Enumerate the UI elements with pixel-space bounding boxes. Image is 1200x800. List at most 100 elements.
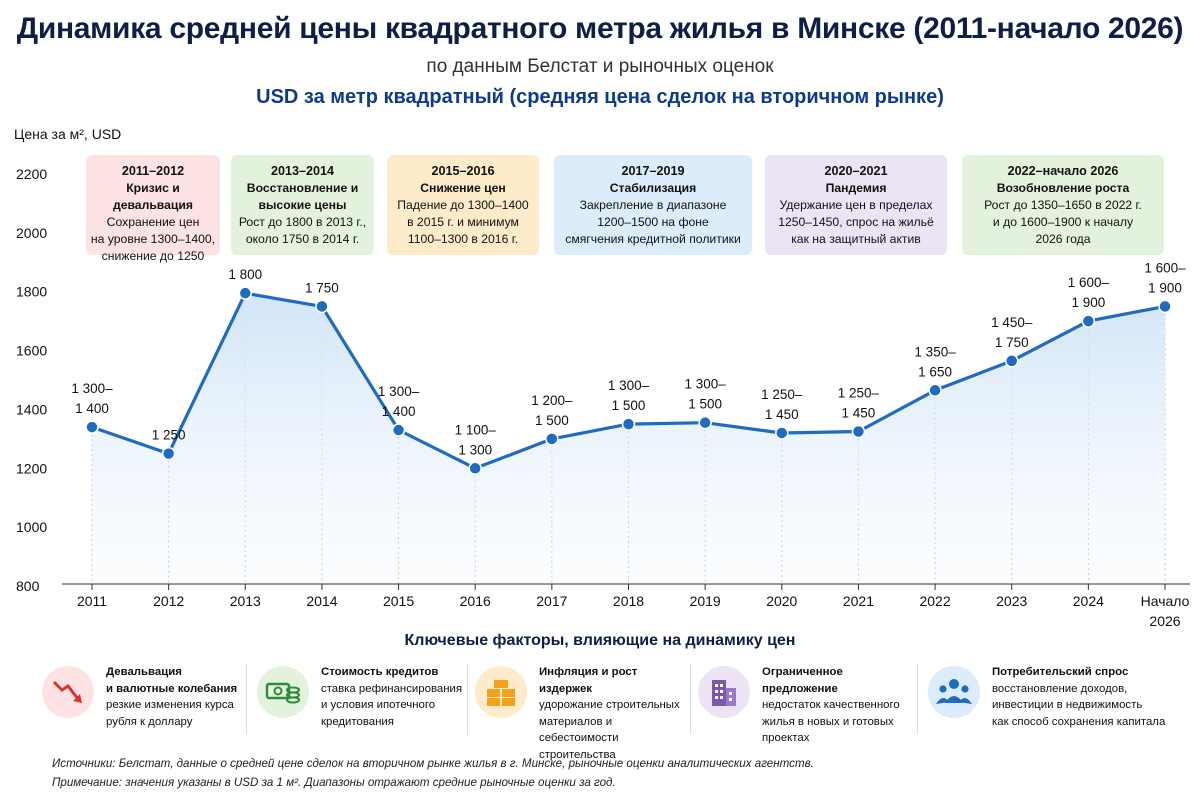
y-tick-label: 2200 bbox=[16, 166, 47, 182]
x-tick-label: 2026 bbox=[1149, 613, 1180, 629]
factor-desc-line: резкие изменения курса bbox=[106, 699, 234, 712]
money-stack-icon bbox=[257, 666, 309, 718]
footnotes: Источники: Белстат, данные о средней цен… bbox=[52, 754, 814, 792]
bricks-icon bbox=[475, 666, 527, 718]
data-label: 1 100– bbox=[455, 422, 497, 437]
data-point bbox=[391, 423, 406, 437]
factor-title: Ограниченное предложение bbox=[762, 666, 843, 695]
data-point bbox=[928, 383, 942, 398]
factor-divider bbox=[246, 664, 247, 734]
factor-title: Инфляция и рост издержек bbox=[539, 666, 638, 695]
data-point bbox=[468, 461, 482, 476]
x-tick-label: Начало bbox=[1141, 593, 1190, 609]
factor-desc-line: ставка рефинансирования bbox=[321, 682, 463, 695]
x-tick-label: 2013 bbox=[230, 593, 261, 609]
x-tick-label: 2011 bbox=[77, 593, 107, 609]
factor-consumer-demand: Потребительский спрос восстановление дох… bbox=[928, 662, 1178, 740]
note-text: значения указаны в USD за 1 м². Диапазон… bbox=[122, 776, 616, 790]
x-tick-label: 2014 bbox=[306, 593, 337, 609]
factor-devaluation: Девальвация и валютные колебания резкие … bbox=[42, 662, 247, 740]
data-label: 1 600– bbox=[1144, 260, 1186, 275]
data-point bbox=[1158, 299, 1172, 314]
factor-desc-line: рубля к доллару bbox=[106, 715, 193, 728]
sources-note: Источники: Белстат, данные о средней цен… bbox=[52, 754, 814, 773]
data-label: 1 450– bbox=[991, 315, 1033, 330]
data-label: 1 400 bbox=[382, 404, 416, 419]
area-fill bbox=[92, 293, 1165, 586]
data-label: 1 300– bbox=[684, 377, 726, 392]
y-tick-label: 1600 bbox=[16, 343, 47, 359]
factor-inflation: Инфляция и рост издержек удорожание стро… bbox=[475, 662, 693, 761]
data-point bbox=[315, 299, 329, 314]
factor-desc-line: удорожание строительных bbox=[539, 699, 680, 712]
factor-desc-line: как способ сохранения капитала bbox=[992, 715, 1166, 728]
factor-title: и валютные колебания bbox=[106, 682, 238, 695]
data-label: 1 600– bbox=[1068, 275, 1110, 290]
factor-desc-line: материалов и себестоимости bbox=[539, 715, 619, 745]
factor-desc-line: инвестиции в недвижимость bbox=[992, 699, 1143, 712]
x-tick-label: 2022 bbox=[919, 593, 950, 609]
sources-label: Источники: bbox=[52, 757, 116, 770]
factor-desc-line: и условия ипотечного bbox=[321, 699, 436, 712]
factor-limited-supply: Ограниченное предложение недостаток каче… bbox=[698, 662, 918, 744]
data-label: 1 250 bbox=[152, 428, 186, 443]
data-point bbox=[238, 286, 253, 300]
data-point bbox=[161, 446, 176, 461]
factor-title: Потребительский спрос bbox=[992, 666, 1129, 678]
building-icon bbox=[698, 666, 750, 718]
data-label: 1 900 bbox=[1148, 280, 1182, 295]
data-point bbox=[85, 420, 99, 434]
y-tick-label: 1800 bbox=[16, 284, 47, 300]
data-label: 1 400 bbox=[75, 401, 109, 416]
x-tick-label: 2020 bbox=[766, 593, 797, 609]
factor-divider bbox=[690, 664, 691, 734]
factor-desc-line: кредитования bbox=[321, 715, 394, 728]
x-tick-label: 2015 bbox=[383, 593, 414, 609]
factor-divider bbox=[917, 664, 918, 734]
data-label: 1 450 bbox=[842, 406, 876, 421]
x-tick-label: 2019 bbox=[690, 593, 721, 609]
data-label: 1 300– bbox=[378, 384, 420, 399]
chart-subtitle: по данным Белстат и рыночных оценок bbox=[426, 56, 774, 77]
factor-title: Девальвация bbox=[106, 666, 182, 678]
data-label: 1 250– bbox=[838, 386, 880, 401]
data-label: 1 750 bbox=[305, 280, 339, 295]
data-label: 1 650 bbox=[918, 364, 952, 379]
chart-title: Динамика средней цены квадратного метра … bbox=[16, 12, 1184, 45]
factor-title: Стоимость кредитов bbox=[321, 666, 439, 678]
data-point bbox=[621, 417, 636, 431]
x-tick-label: 2023 bbox=[996, 593, 1027, 609]
data-point bbox=[1081, 314, 1096, 328]
sources-text: Белстат, данные о средней цене сделок на… bbox=[115, 757, 814, 770]
x-tick-label: 2016 bbox=[460, 593, 491, 609]
x-tick-label: 2021 bbox=[843, 593, 874, 609]
data-point bbox=[1004, 354, 1019, 368]
y-axis-label: Цена за м², USD bbox=[14, 126, 121, 142]
data-label: 1 300– bbox=[71, 381, 113, 396]
data-point bbox=[851, 424, 866, 439]
note-label: Примечание: bbox=[52, 776, 122, 790]
data-label: 1 350– bbox=[914, 344, 956, 359]
factor-credit-cost: Стоимость кредитов ставка рефинансирован… bbox=[257, 662, 472, 740]
y-tick-label: 1000 bbox=[16, 519, 47, 535]
values-note: Примечание: значения указаны в USD за 1 … bbox=[52, 773, 814, 792]
data-label: 1 200– bbox=[531, 393, 573, 408]
data-label: 1 500 bbox=[612, 398, 646, 413]
factor-desc-line: строительства bbox=[539, 748, 616, 761]
x-tick-label: 2017 bbox=[536, 593, 567, 609]
factor-divider bbox=[467, 664, 468, 734]
data-label: 1 300 bbox=[458, 442, 492, 457]
data-label: 1 500 bbox=[535, 413, 569, 428]
data-label: 1 250– bbox=[761, 387, 803, 402]
factors-title: Ключевые факторы, влияющие на динамику ц… bbox=[404, 632, 796, 649]
y-tick-label: 800 bbox=[16, 578, 40, 594]
data-label: 1 450 bbox=[765, 407, 799, 422]
factor-desc-line: восстановление доходов, bbox=[992, 682, 1128, 695]
factor-desc-line: недостаток качественного bbox=[762, 699, 900, 712]
factor-desc-line: проектах bbox=[762, 732, 810, 745]
data-point bbox=[545, 432, 559, 446]
factor-desc-line: жилья в новых и готовых bbox=[762, 715, 894, 728]
data-label: 1 750 bbox=[995, 335, 1029, 350]
falling-chart-icon bbox=[42, 666, 94, 718]
